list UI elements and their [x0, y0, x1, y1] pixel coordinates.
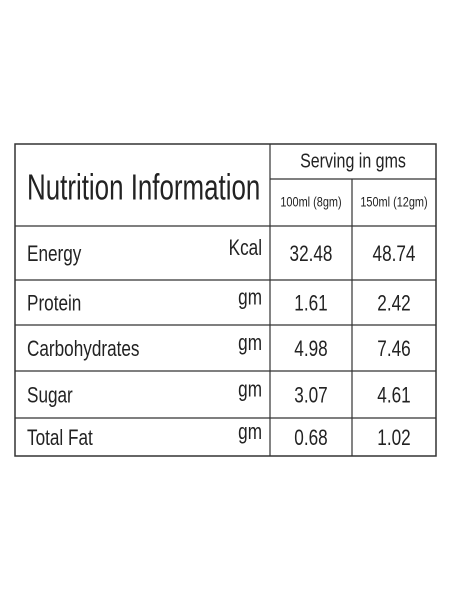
table-title: Nutrition Information [27, 167, 260, 207]
serving-header: Serving in gms [300, 150, 406, 172]
value-cell: 48.74 [373, 242, 416, 267]
nutrient-label: Total Fat [27, 426, 93, 451]
nutrient-label: Sugar [27, 383, 73, 408]
value-cell: 1.61 [294, 291, 327, 316]
table-border [14, 143, 437, 457]
value-cell: 2.42 [377, 291, 410, 316]
column-header: 150ml (12gm) [360, 194, 427, 210]
column-header: 100ml (8gm) [280, 194, 341, 210]
unit-label: gm [238, 285, 262, 310]
unit-label: gm [238, 331, 262, 356]
value-cell: 1.02 [377, 426, 410, 451]
value-cell: 4.98 [294, 337, 327, 362]
value-cell: 7.46 [377, 337, 410, 362]
unit-label: Kcal [229, 236, 262, 261]
nutrient-label: Protein [27, 291, 81, 316]
unit-label: gm [238, 377, 262, 402]
value-cell: 0.68 [294, 426, 327, 451]
unit-label: gm [238, 420, 262, 445]
nutrient-label: Carbohydrates [27, 337, 140, 362]
value-cell: 3.07 [294, 383, 327, 408]
value-cell: 4.61 [377, 383, 410, 408]
nutrient-label: Energy [27, 242, 81, 267]
value-cell: 32.48 [290, 242, 333, 267]
